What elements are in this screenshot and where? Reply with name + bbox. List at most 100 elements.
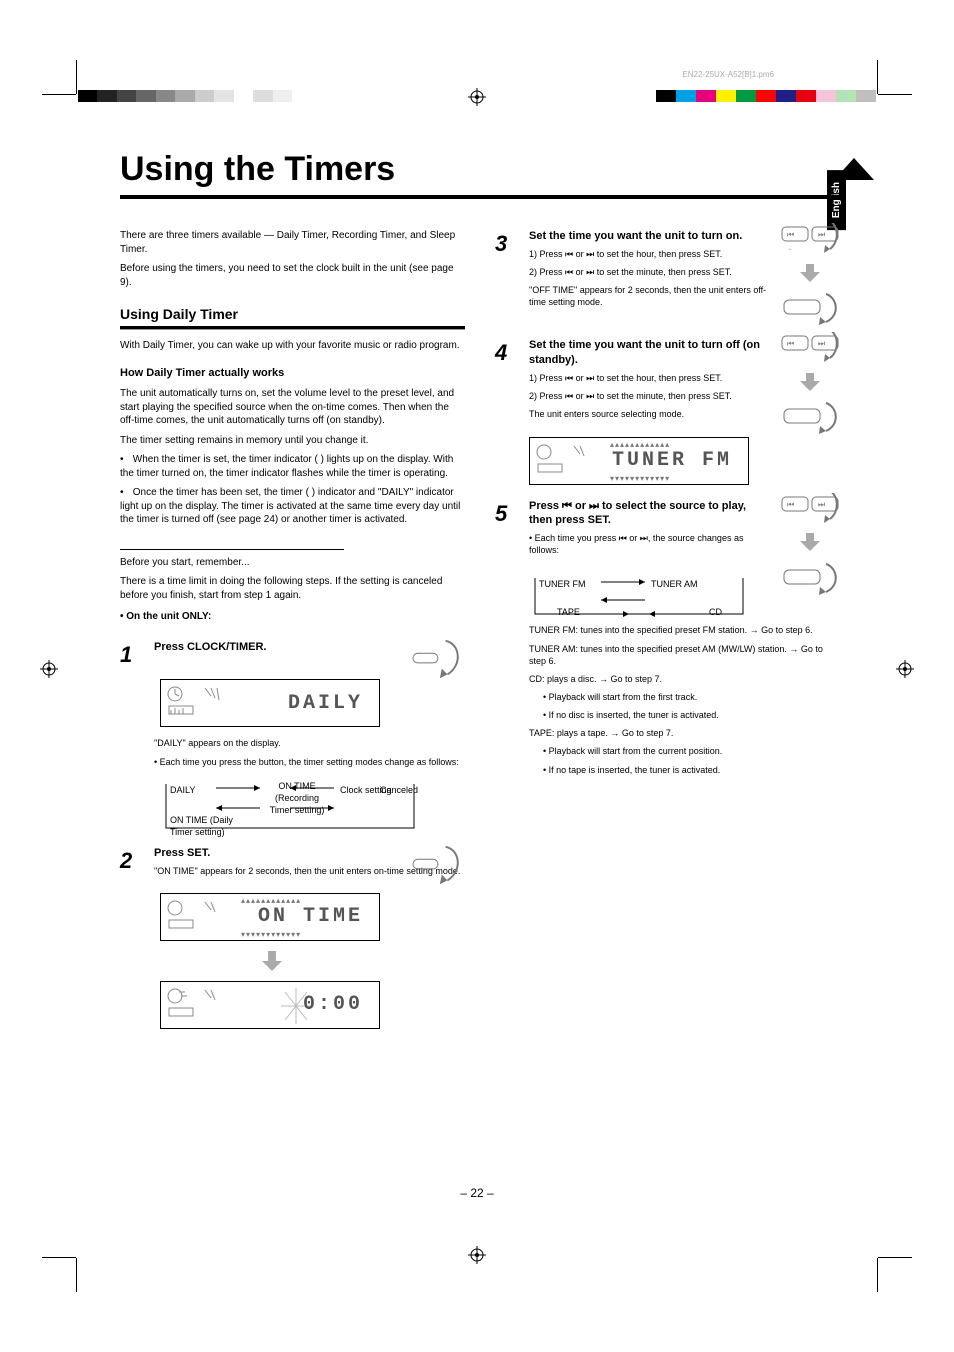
lcd-timer-icon (165, 898, 199, 932)
lcd-display: DAILY (160, 679, 380, 727)
svg-text:⏮: ⏮ (787, 339, 794, 348)
body-text: There is a time limit in doing the follo… (120, 575, 465, 602)
lcd-timer-icon (165, 684, 199, 718)
lcd-text: 0:00 (303, 991, 363, 1018)
crop-mark (877, 60, 878, 94)
registration-mark-icon (896, 660, 914, 678)
crop-mark (76, 1258, 77, 1292)
crop-mark (878, 1257, 912, 1258)
section-heading: Using Daily Timer (120, 305, 465, 329)
step-sub: 2) Press ⏮ or ⏭ to set the minute, then … (529, 266, 770, 278)
step-sub: 2) Press ⏮ or ⏭ to set the minute, then … (529, 390, 770, 402)
lcd-scale-icon: ▾▾▾▾▾▾▾▾▾▾▾▾ (610, 474, 728, 482)
lcd-timer-icon (165, 986, 199, 1020)
step-note: • Each time you press the button, the ti… (154, 756, 465, 768)
option-note: • Playback will start from the first tra… (543, 691, 840, 703)
crop-mark (878, 94, 912, 95)
body-text: The timer setting remains in memory unti… (120, 434, 465, 448)
step-lead: Set the time you want the unit to turn o… (529, 338, 770, 368)
cycle-item: CD (709, 606, 722, 618)
page-number: – 22 – (0, 1186, 954, 1200)
cycle-item: TUNER FM (539, 578, 586, 590)
step-number: 2 (120, 846, 154, 876)
bullet-icon: • (120, 486, 130, 500)
step-number: 3 (495, 229, 529, 259)
lcd-ticks-icon (203, 686, 225, 708)
down-arrow-icon (800, 373, 820, 391)
right-column: 3 Set the time you want the unit to turn… (495, 229, 840, 1039)
remote-button-icon (407, 842, 465, 890)
lcd-text: TUNER FM (612, 447, 732, 474)
lcd-ticks-icon (572, 444, 594, 466)
svg-text:⏭: ⏭ (818, 230, 825, 239)
prev-next-buttons-icon: ⏮ ⏭ (780, 493, 840, 523)
step-note: • Each time you press ⏮ or ⏭, the source… (529, 532, 770, 556)
lcd-timer-icon (534, 442, 568, 476)
page-title: Using the Timers (120, 150, 840, 199)
step-after: "DAILY" appears on the display. (154, 737, 465, 749)
step-after: The unit enters source selecting mode. (529, 408, 770, 420)
step-after: "OFF TIME" appears for 2 seconds, then t… (529, 284, 770, 308)
cycle-item: ON TIME (Daily Timer setting) (170, 814, 240, 838)
step-lead: Press ⏮ or ⏭ to select the source to pla… (529, 499, 770, 529)
lcd-scale-icon: ▾▾▾▾▾▾▾▾▾▾▾▾ (241, 930, 359, 938)
down-arrow-icon (800, 264, 820, 282)
option-text: TUNER FM: tunes into the specified prese… (529, 624, 840, 636)
prev-next-buttons-icon: ⏮ ⏭ − + (780, 223, 840, 253)
lcd-display: ▴▴▴▴▴▴▴▴▴▴▴▴ ON TIME ▾▾▾▾▾▾▾▾▾▾▾▾ (160, 893, 380, 941)
cycle-item: ON TIME (Recording Timer setting) (266, 780, 328, 816)
cycle-item: Canceled (380, 784, 418, 796)
down-arrow-icon (800, 533, 820, 551)
grayscale-bar (78, 90, 292, 102)
cycle-item: TUNER AM (651, 578, 698, 590)
registration-mark-icon (40, 660, 58, 678)
lcd-text: DAILY (288, 690, 363, 717)
svg-text:⏮: ⏮ (787, 500, 794, 509)
sub-heading: How Daily Timer actually works (120, 366, 465, 381)
rule (120, 549, 344, 550)
intro-text: Before using the timers, you need to set… (120, 262, 465, 289)
lcd-text: ON TIME (258, 903, 363, 930)
registration-mark-icon (468, 88, 486, 106)
svg-text:−: − (788, 247, 792, 253)
option-note: • Playback will start from the current p… (543, 745, 840, 757)
lcd-display: 0:00 (160, 981, 380, 1029)
cycle-diagram: TUNER FM TUNER AM CD TAPE (529, 574, 840, 624)
option-note: • If no disc is inserted, the tuner is a… (543, 709, 840, 721)
step-number: 5 (495, 499, 529, 529)
step-lead: Set the time you want the unit to turn o… (529, 229, 770, 244)
cycle-item: DAILY (170, 784, 195, 796)
prev-next-buttons-icon: ⏮ ⏭ (780, 332, 840, 362)
intro-text: There are three timers available — Daily… (120, 229, 465, 256)
remote-button-icon (407, 636, 465, 684)
step-number: 4 (495, 338, 529, 368)
before-lead: Before you start, remember... (120, 556, 465, 570)
lcd-ticks-icon (203, 900, 225, 922)
option-text: CD: plays a disc. → Go to step 7. (529, 673, 840, 685)
down-arrow-icon (260, 951, 284, 971)
file-tag: EN22-25UX-A52[B]1.pm6 (682, 70, 774, 79)
svg-text:⏭: ⏭ (818, 500, 825, 509)
step-number: 1 (120, 640, 154, 670)
body-text: The unit automatically turns on, set the… (120, 387, 465, 428)
bullet-text: • Once the timer has been set, the timer… (120, 486, 465, 527)
crop-mark (76, 60, 77, 94)
registration-mark-icon (468, 1246, 486, 1264)
svg-text:⏮: ⏮ (787, 230, 794, 239)
lcd-display: ▴▴▴▴▴▴▴▴▴▴▴▴ TUNER FM ▾▾▾▾▾▾▾▾▾▾▾▾ (529, 437, 749, 485)
cycle-diagram: DAILY ON TIME (Recording Timer setting) … (160, 780, 465, 830)
crop-mark (877, 1258, 878, 1292)
crop-mark (42, 1257, 76, 1258)
crop-mark (42, 94, 76, 95)
lcd-ticks-icon (203, 988, 225, 1010)
unit-note: • On the unit ONLY: (120, 610, 465, 624)
step-sub: 1) Press ⏮ or ⏭ to set the hour, then pr… (529, 248, 770, 260)
bullet-text: • When the timer is set, the timer indic… (120, 453, 465, 480)
cycle-item: TAPE (557, 606, 580, 618)
left-column: There are three timers available — Daily… (120, 229, 465, 1039)
step-sub: 1) Press ⏮ or ⏭ to set the hour, then pr… (529, 372, 770, 384)
svg-text:⏭: ⏭ (818, 339, 825, 348)
body-text: With Daily Timer, you can wake up with y… (120, 339, 465, 353)
set-button-icon (780, 401, 840, 435)
set-button-icon (780, 292, 840, 326)
